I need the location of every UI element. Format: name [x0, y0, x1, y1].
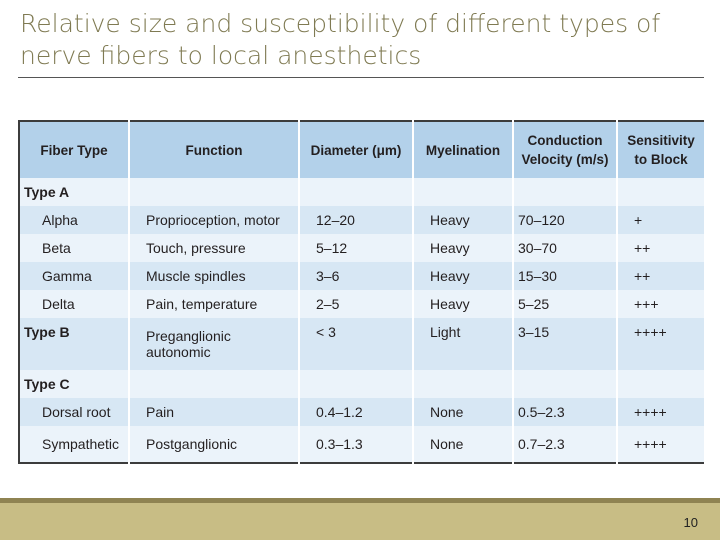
- cell-velocity: 0.7–2.3: [513, 426, 618, 463]
- cell-function: Pain, temperature: [129, 290, 300, 318]
- cell-diameter: 5–12: [299, 234, 414, 262]
- cell-function: [129, 178, 300, 206]
- cell-velocity: 5–25: [513, 290, 618, 318]
- cell-diameter: 0.4–1.2: [299, 398, 414, 426]
- header-fiber-type: Fiber Type: [19, 121, 130, 178]
- cell-myelination: None: [413, 426, 514, 463]
- cell-fiber: Type C: [19, 370, 130, 398]
- cell-diameter: 0.3–1.3: [299, 426, 414, 463]
- title-divider: [18, 77, 704, 78]
- cell-sensitivity: +++: [617, 290, 706, 318]
- cell-velocity: 3–15: [513, 318, 618, 370]
- page-number: 10: [683, 515, 698, 530]
- footer-accent-bar: [0, 498, 720, 503]
- cell-fiber: Gamma: [19, 262, 130, 290]
- cell-diameter: [299, 178, 414, 206]
- cell-function: Pain: [129, 398, 300, 426]
- table-row: Alpha Proprioception, motor 12–20 Heavy …: [19, 206, 706, 234]
- table-row: Sympathetic Postganglionic 0.3–1.3 None …: [19, 426, 706, 463]
- cell-myelination: Heavy: [413, 262, 514, 290]
- cell-sensitivity: [617, 178, 706, 206]
- cell-velocity: [513, 178, 618, 206]
- cell-diameter: 12–20: [299, 206, 414, 234]
- cell-diameter: 3–6: [299, 262, 414, 290]
- cell-fiber: Sympathetic: [19, 426, 130, 463]
- cell-myelination: [413, 370, 514, 398]
- cell-velocity: 0.5–2.3: [513, 398, 618, 426]
- table-header-row: Fiber Type Function Diameter (μm) Myelin…: [19, 121, 706, 178]
- cell-fiber: Type A: [19, 178, 130, 206]
- table-row: Gamma Muscle spindles 3–6 Heavy 15–30 ++: [19, 262, 706, 290]
- cell-sensitivity: +: [617, 206, 706, 234]
- cell-myelination: Light: [413, 318, 514, 370]
- cell-sensitivity: ++: [617, 262, 706, 290]
- cell-diameter: [299, 370, 414, 398]
- header-myelination: Myelination: [413, 121, 514, 178]
- cell-function: Preganglionic autonomic: [129, 318, 300, 370]
- cell-sensitivity: ++++: [617, 426, 706, 463]
- cell-myelination: [413, 178, 514, 206]
- table-row: Dorsal root Pain 0.4–1.2 None 0.5–2.3 ++…: [19, 398, 706, 426]
- cell-function: Postganglionic: [129, 426, 300, 463]
- table-row-group-type-a: Type A: [19, 178, 706, 206]
- cell-fiber: Delta: [19, 290, 130, 318]
- nerve-fiber-table: Fiber Type Function Diameter (μm) Myelin…: [18, 120, 706, 464]
- cell-fiber: Dorsal root: [19, 398, 130, 426]
- header-diameter: Diameter (μm): [299, 121, 414, 178]
- table-row: Beta Touch, pressure 5–12 Heavy 30–70 ++: [19, 234, 706, 262]
- table-row-group-type-c: Type C: [19, 370, 706, 398]
- cell-myelination: Heavy: [413, 234, 514, 262]
- cell-sensitivity: ++++: [617, 318, 706, 370]
- cell-velocity: [513, 370, 618, 398]
- slide-title: Relative size and susceptibility of diff…: [20, 9, 661, 70]
- cell-diameter: < 3: [299, 318, 414, 370]
- cell-velocity: 30–70: [513, 234, 618, 262]
- cell-fiber: Beta: [19, 234, 130, 262]
- cell-velocity: 70–120: [513, 206, 618, 234]
- header-function: Function: [129, 121, 300, 178]
- cell-velocity: 15–30: [513, 262, 618, 290]
- cell-function: Touch, pressure: [129, 234, 300, 262]
- cell-fiber: Type B: [19, 318, 130, 370]
- cell-function: [129, 370, 300, 398]
- cell-myelination: Heavy: [413, 290, 514, 318]
- cell-myelination: None: [413, 398, 514, 426]
- slide-footer: [0, 503, 720, 540]
- cell-sensitivity: ++: [617, 234, 706, 262]
- cell-function: Muscle spindles: [129, 262, 300, 290]
- cell-myelination: Heavy: [413, 206, 514, 234]
- table-row: Delta Pain, temperature 2–5 Heavy 5–25 +…: [19, 290, 706, 318]
- cell-function: Proprioception, motor: [129, 206, 300, 234]
- header-conduction-velocity: Conduction Velocity (m/s): [513, 121, 618, 178]
- cell-sensitivity: ++++: [617, 398, 706, 426]
- header-sensitivity: Sensitivity to Block: [617, 121, 706, 178]
- table-row-group-type-b: Type B Preganglionic autonomic < 3 Light…: [19, 318, 706, 370]
- cell-fiber: Alpha: [19, 206, 130, 234]
- cell-diameter: 2–5: [299, 290, 414, 318]
- cell-sensitivity: [617, 370, 706, 398]
